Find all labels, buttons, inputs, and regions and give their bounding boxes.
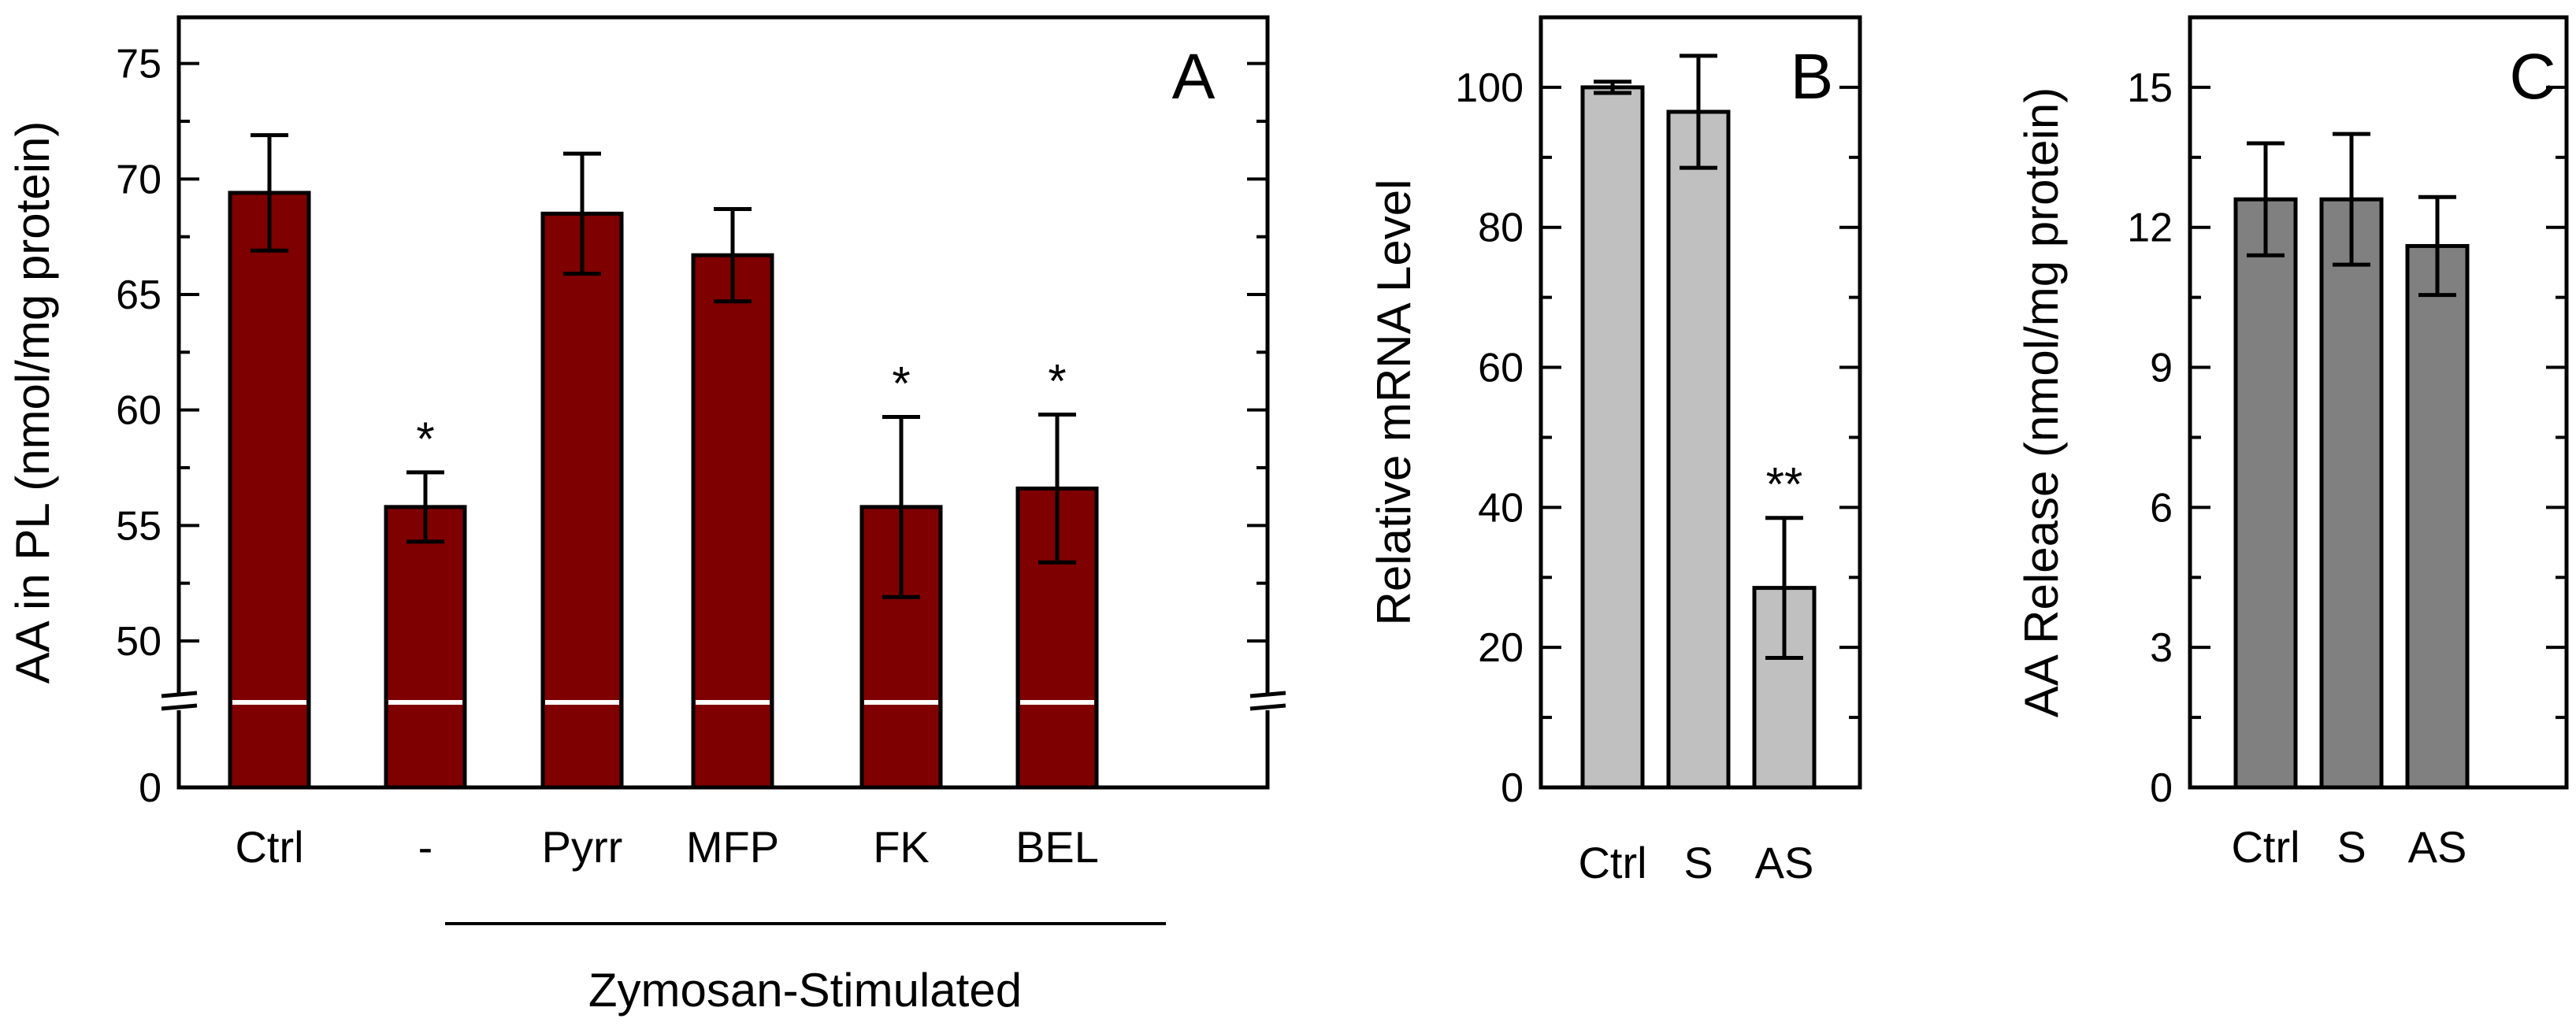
y-tick-label: 3 (2150, 625, 2173, 671)
category-label: MFP (686, 822, 779, 872)
panel-a-y-axis-label: AA in PL (nmol/mg protein) (6, 121, 59, 684)
panel-c-letter: C (2509, 41, 2556, 113)
y-tick-label: 100 (1455, 65, 1524, 111)
panel-b-letter: B (1791, 41, 1834, 113)
bar-s (1668, 112, 1728, 787)
y-tick-label: 20 (1478, 625, 1524, 671)
panel-a-axis-break-left (161, 693, 201, 710)
panel-c-y-axis-label: AA Release (nmol/mg protein) (2015, 87, 2068, 717)
significance-mark: * (1048, 355, 1066, 408)
panel-b-bars (1583, 87, 1814, 787)
category-label: BEL (1015, 822, 1099, 872)
panel-b-category-labels: Ctrl S AS (1578, 838, 1813, 887)
category-label: FK (873, 822, 930, 872)
bar-ctrl (1583, 87, 1642, 787)
bar-as (2407, 246, 2467, 787)
y-tick-label: 6 (2150, 485, 2173, 531)
y-tick-label: 0 (1501, 765, 1524, 811)
bar- (386, 507, 465, 787)
y-tick-label: 40 (1478, 485, 1524, 531)
panel-a: 0 50 55 60 65 70 75 Ctrl - Pyrr MFP FK BEL * * * AA i… (6, 17, 1288, 1017)
panel-c-category-labels: Ctrl S AS (2231, 822, 2467, 872)
category-label: Ctrl (2231, 822, 2299, 872)
y-tick-label: 60 (116, 388, 161, 434)
y-tick-label: 0 (139, 765, 161, 811)
y-tick-label: 50 (116, 619, 161, 665)
panel-a-letter: A (1172, 41, 1216, 113)
y-tick-label: 12 (2127, 206, 2173, 251)
y-tick-label: 70 (116, 157, 161, 202)
significance-mark: * (892, 357, 910, 409)
y-tick-label: 0 (2150, 765, 2173, 811)
y-tick-label: 60 (1478, 346, 1524, 391)
category-label: AS (1755, 838, 1814, 887)
y-tick-label: 75 (116, 42, 161, 87)
panel-b-y-axis-label: Relative mRNA Level (1368, 180, 1420, 626)
category-label: - (418, 822, 433, 872)
panel-b: 0 20 40 60 80 100 Ctrl S AS ** Relative mRNA Le… (1368, 17, 1860, 887)
significance-mark: ** (1766, 458, 1803, 511)
panel-c-y-tick-labels: 0 3 6 9 12 15 (2127, 65, 2173, 811)
category-label: S (2337, 822, 2366, 872)
category-label: Ctrl (1578, 838, 1646, 887)
bar-ctrl (230, 193, 309, 787)
panel-a-bars (230, 193, 1097, 787)
panel-b-significance-marks: ** (1766, 458, 1803, 511)
panel-b-y-tick-labels: 0 20 40 60 80 100 (1455, 65, 1524, 811)
category-label: Ctrl (235, 822, 303, 872)
panel-a-y-tick-labels: 0 50 55 60 65 70 75 (116, 42, 161, 811)
figure-canvas: 0505560657075 Ctrl - Pyrr MFP FK BEL ** * AA i… (0, 0, 2576, 1026)
panel-a-axis-break-right (1249, 693, 1288, 710)
panel-c-bars (2236, 199, 2467, 787)
bar-ctrl (2236, 199, 2296, 787)
category-label: S (1683, 838, 1713, 887)
category-label: AS (2408, 822, 2467, 872)
y-tick-label: 80 (1478, 206, 1524, 251)
y-tick-label: 55 (116, 503, 161, 549)
panel-a-group-label: Zymosan-Stimulated (588, 964, 1022, 1017)
panel-a-error-bars (251, 135, 1076, 598)
panel-c: 0 3 6 9 12 15 Ctrl S AS AA Release (nmol/mg pro… (2015, 17, 2567, 872)
y-tick-label: 15 (2127, 65, 2173, 111)
category-label: Pyrr (542, 822, 623, 872)
bar-mfp (693, 255, 772, 787)
panel-a-category-labels: Ctrl - Pyrr MFP FK BEL (235, 822, 1098, 872)
y-tick-label: 9 (2150, 346, 2173, 391)
significance-mark: * (416, 413, 434, 465)
bar-s (2322, 199, 2381, 787)
y-tick-label: 65 (116, 272, 161, 318)
